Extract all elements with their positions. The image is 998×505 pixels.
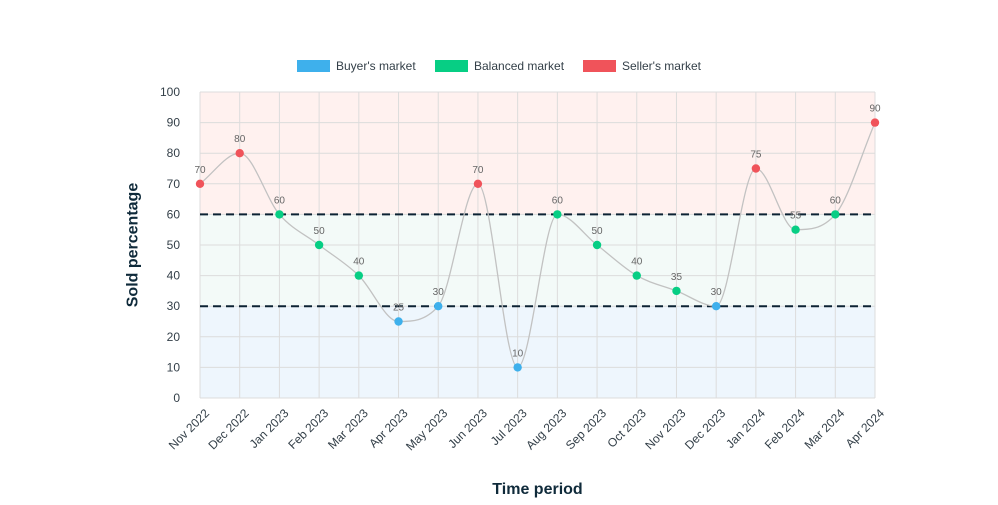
data-label: 70	[194, 165, 206, 176]
data-points	[195, 118, 880, 372]
data-label: 60	[552, 195, 564, 206]
data-point	[553, 210, 562, 219]
legend-label-0: Buyer's market	[336, 59, 416, 73]
legend: Buyer's market Balanced market Seller's ma…	[297, 59, 702, 73]
data-label: 55	[790, 211, 802, 222]
y-axis-title: Sold percentage	[125, 183, 142, 308]
y-tick-label: 80	[167, 146, 181, 160]
data-label: 90	[869, 104, 881, 115]
x-tick-label: Mar 2023	[325, 406, 371, 452]
x-tick-label: Feb 2023	[285, 406, 331, 452]
data-labels: 70 80 60 50 40 25 30 70 10 60 50 40 35 30 75 55 60 90	[194, 104, 881, 360]
legend-swatch-0	[297, 60, 330, 72]
data-label: 25	[393, 303, 405, 314]
data-point	[791, 225, 800, 234]
data-label: 40	[631, 257, 643, 268]
grid	[199, 91, 876, 399]
data-point	[195, 179, 205, 188]
x-tick-label: Jan 2024	[723, 406, 768, 451]
data-point	[434, 302, 443, 311]
y-tick-label: 50	[167, 238, 181, 252]
y-tick-label: 40	[167, 269, 181, 283]
x-tick-label: Aug 2023	[523, 406, 569, 452]
band-0	[200, 306, 875, 398]
data-point	[751, 164, 761, 173]
y-tick-label: 0	[173, 391, 180, 405]
x-axis-title: Time period	[492, 481, 582, 498]
data-point	[354, 271, 364, 280]
data-label: 80	[234, 134, 246, 145]
x-tick-label: May 2023	[403, 406, 450, 453]
y-tick-label: 20	[167, 330, 181, 344]
x-tick-label: Dec 2022	[206, 406, 252, 452]
x-tick-label: Nov 2022	[166, 406, 212, 452]
y-tick-label: 60	[167, 207, 181, 221]
data-point	[831, 210, 840, 219]
data-point	[513, 363, 522, 372]
data-point	[592, 240, 602, 250]
x-tick-label: Sep 2023	[563, 406, 609, 452]
data-point	[870, 118, 880, 127]
legend-label-2: Seller's market	[622, 59, 702, 73]
x-tick-label: Feb 2024	[762, 406, 808, 452]
data-label: 40	[353, 257, 365, 268]
y-tick-label: 70	[167, 177, 181, 191]
data-label: 50	[314, 226, 326, 237]
x-tick-label: Jun 2023	[445, 406, 490, 451]
data-point	[235, 149, 244, 158]
data-label: 75	[750, 150, 762, 161]
threshold-lines	[200, 213, 875, 308]
legend-label-1: Balanced market	[474, 59, 565, 73]
data-label: 35	[671, 272, 683, 283]
x-tick-label: Mar 2024	[802, 406, 848, 452]
y-tick-label: 10	[167, 360, 181, 374]
data-label: 30	[433, 287, 445, 298]
legend-swatch-2	[583, 60, 616, 72]
x-tick-label: Apr 2024	[843, 406, 888, 451]
data-point	[275, 210, 284, 219]
data-point	[394, 317, 403, 326]
data-point	[473, 179, 483, 188]
legend-swatch-1	[435, 60, 468, 72]
data-point	[672, 286, 681, 296]
y-tick-label: 90	[167, 116, 181, 130]
data-label: 70	[472, 165, 484, 176]
data-point	[314, 240, 324, 250]
x-tick-label: Dec 2023	[682, 406, 728, 452]
y-axis-ticks: 0 10 20 30 40 50 60 70 80 90 100	[160, 85, 180, 405]
data-point	[632, 271, 641, 280]
data-label: 30	[711, 287, 723, 298]
data-label: 50	[591, 226, 603, 237]
x-tick-label: Nov 2023	[642, 406, 688, 452]
y-tick-label: 30	[167, 299, 181, 313]
data-point	[711, 302, 721, 311]
data-label: 60	[274, 195, 286, 206]
data-label: 60	[830, 195, 842, 206]
x-tick-label: Jan 2023	[247, 406, 292, 451]
y-tick-label: 100	[160, 85, 180, 99]
data-label: 10	[512, 348, 524, 359]
